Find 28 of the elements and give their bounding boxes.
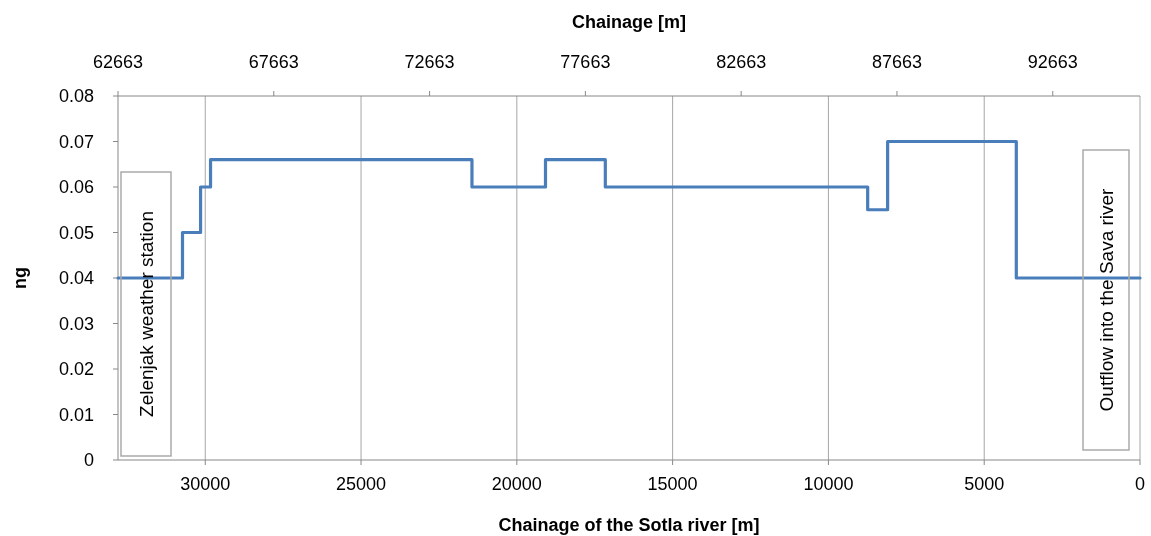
annotation: Zelenjak weather station [136, 211, 157, 417]
x2-tick-label: 72663 [404, 52, 455, 72]
y-tick-label: 0.01 [58, 404, 94, 425]
x2-tick-label: 92663 [1027, 52, 1078, 72]
x-tick-label: 10000 [803, 474, 854, 494]
x2-tick-label: 82663 [716, 52, 767, 72]
x-tick-label: 15000 [647, 474, 698, 494]
y-tick-label: 0.02 [58, 359, 94, 380]
x-axis-title: Chainage of the Sotla river [m] [498, 515, 760, 535]
x2-axis-title: Chainage [m] [571, 12, 687, 32]
y-tick-label: 0.03 [58, 313, 94, 334]
x2-tick-label: 77663 [560, 52, 611, 72]
y-tick-label: 0.04 [58, 268, 94, 289]
x2-tick-label: 67663 [248, 52, 299, 72]
x2-tick-label: 62663 [92, 52, 144, 72]
x2-tick-label: 87663 [871, 52, 922, 72]
y-tick-label: 0.08 [58, 86, 94, 107]
x-tick-label: 25000 [336, 474, 387, 494]
x-tick-label: 20000 [491, 474, 542, 494]
y-tick-label: 0.05 [58, 222, 94, 243]
annotation: Outflow into the Sava river [1096, 187, 1117, 412]
x-tick-label: 5000 [964, 474, 1005, 494]
x-tick-label: 0 [1134, 474, 1146, 494]
y-axis-title: ng [10, 267, 30, 289]
y-tick-label: 0 [83, 450, 94, 471]
y-tick-label: 0.06 [58, 177, 94, 198]
x-tick-label: 30000 [180, 474, 231, 494]
y-tick-label: 0.07 [58, 131, 94, 152]
